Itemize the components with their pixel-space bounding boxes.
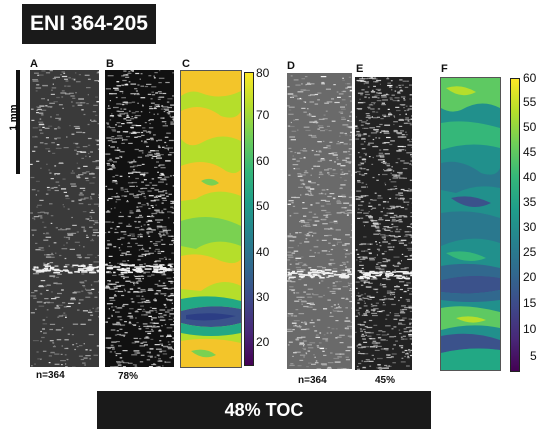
colorbar-f-tick: 60 <box>523 71 537 85</box>
colorbar-c-tick: 40 <box>256 245 270 259</box>
contour-map-f <box>440 77 501 371</box>
colorbar-c <box>244 72 254 366</box>
colorbar-f-tick: 5 <box>530 349 537 363</box>
micrograph-a <box>30 70 99 367</box>
micrograph-d <box>287 73 352 369</box>
colorbar-f-tick: 35 <box>523 195 537 209</box>
panel-label-f: F <box>441 63 448 75</box>
colorbar-f-tick: 25 <box>523 245 537 259</box>
colorbar-f-tick: 20 <box>523 270 537 284</box>
scale-bar <box>16 70 20 174</box>
colorbar-f-tick: 15 <box>523 296 537 310</box>
colorbar-c-tick: 50 <box>256 199 270 213</box>
colorbar-c-tick: 20 <box>256 335 270 349</box>
panel-label-d: D <box>287 60 295 72</box>
colorbar-f-tick: 40 <box>523 170 537 184</box>
colorbar-f-tick: 30 <box>523 220 537 234</box>
colorbar-c-tick: 60 <box>256 154 270 168</box>
panel-label-e: E <box>356 63 364 75</box>
contour-map-c <box>180 70 242 368</box>
caption-d: n=364 <box>298 375 327 386</box>
caption-a: n=364 <box>36 370 65 381</box>
colorbar-c-tick: 70 <box>256 108 270 122</box>
threshold-image-e <box>355 77 412 370</box>
caption-b: 78% <box>118 371 139 382</box>
panel-label-c: C <box>182 58 190 70</box>
colorbar-f-tick: 45 <box>523 145 537 159</box>
scale-bar-label: 1 mm <box>8 104 20 131</box>
colorbar-f-tick: 50 <box>523 120 537 134</box>
colorbar-c-tick: 30 <box>256 290 270 304</box>
caption-e: 45% <box>375 375 396 386</box>
figure-title: ENI 364-205 <box>22 4 156 44</box>
toc-banner: 48% TOC <box>97 391 431 429</box>
panel-label-b: B <box>106 58 114 70</box>
colorbar-f <box>510 78 520 372</box>
panel-label-a: A <box>30 58 38 70</box>
colorbar-f-tick: 55 <box>523 95 537 109</box>
threshold-image-b <box>105 70 174 367</box>
colorbar-c-tick: 80 <box>256 66 270 80</box>
colorbar-f-tick: 10 <box>523 322 537 336</box>
